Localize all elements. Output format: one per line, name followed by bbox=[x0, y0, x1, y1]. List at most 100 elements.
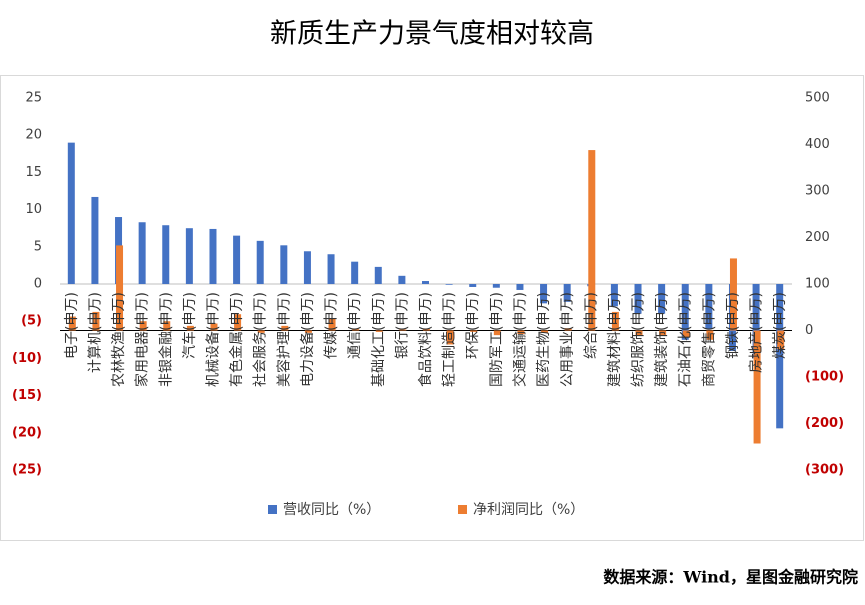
bar bbox=[163, 321, 171, 331]
y2-tick-label: 100 bbox=[805, 277, 830, 292]
y-tick-label: 0 bbox=[34, 277, 42, 292]
x-tick-label: 医药生物(申万) bbox=[536, 292, 552, 387]
chart-frame bbox=[0, 75, 864, 541]
bar bbox=[185, 228, 193, 284]
x-tick-label: 机械设备(申万) bbox=[204, 292, 221, 387]
legend-swatch bbox=[458, 505, 467, 514]
x-tick-label: 钢铁(申万) bbox=[725, 292, 741, 359]
x-tick-label: 电子(申万) bbox=[64, 292, 80, 359]
y-tick-label: 10 bbox=[25, 202, 42, 217]
bar bbox=[398, 275, 406, 284]
y-tick-label: (10) bbox=[12, 351, 42, 366]
bar bbox=[541, 330, 549, 333]
bar bbox=[257, 330, 265, 333]
x-tick-label: 农林牧渔(申万) bbox=[111, 292, 127, 387]
bar bbox=[68, 316, 76, 331]
x-tick-label: 银行(申万) bbox=[394, 292, 410, 359]
bar bbox=[352, 329, 360, 331]
bar bbox=[492, 284, 500, 288]
x-tick-label: 汽车(申万) bbox=[181, 292, 198, 359]
bar bbox=[92, 311, 100, 331]
y2-tick-label: (100) bbox=[805, 370, 844, 385]
bar bbox=[186, 325, 194, 331]
y-tick-label: 20 bbox=[25, 128, 42, 143]
bar bbox=[445, 284, 453, 285]
x-tick-label: 美容护理(申万) bbox=[275, 292, 292, 387]
bar bbox=[706, 330, 714, 340]
bar bbox=[540, 284, 548, 304]
x-tick-label: 非银金融(申万) bbox=[158, 292, 174, 387]
x-tick-label: 电力设备(申万) bbox=[299, 292, 316, 387]
bar bbox=[681, 284, 689, 340]
bar bbox=[588, 150, 596, 331]
bar bbox=[210, 323, 218, 331]
y-tick-label: (5) bbox=[21, 314, 42, 329]
x-tick-label: 基础化工(申万) bbox=[370, 292, 387, 387]
bar bbox=[256, 240, 264, 284]
bar bbox=[659, 330, 667, 336]
bar bbox=[422, 281, 429, 284]
bar bbox=[658, 284, 666, 314]
y-tick-label: 25 bbox=[25, 91, 42, 106]
bar bbox=[493, 330, 501, 336]
x-tick-label: 煤炭(申万) bbox=[772, 292, 788, 359]
x-tick-label: 建筑材料(申万) bbox=[607, 292, 623, 387]
y2-tick-label: 500 bbox=[805, 91, 830, 106]
bar bbox=[67, 142, 75, 284]
bar bbox=[446, 330, 454, 345]
bar bbox=[374, 266, 382, 284]
y2-tick-label: 0 bbox=[805, 323, 813, 338]
bar bbox=[304, 330, 312, 333]
bar bbox=[116, 245, 124, 331]
bar bbox=[469, 284, 477, 287]
bar bbox=[610, 284, 618, 307]
bar bbox=[91, 196, 99, 284]
bar bbox=[705, 284, 713, 329]
x-tick-label: 传媒(申万) bbox=[324, 292, 340, 359]
x-tick-label: 通信(申万) bbox=[347, 292, 363, 359]
bar bbox=[375, 330, 383, 332]
y-tick-label: (15) bbox=[12, 388, 42, 403]
bar bbox=[423, 329, 430, 331]
x-tick-label: 轻工制造(申万) bbox=[442, 292, 458, 387]
legend-swatch bbox=[268, 505, 277, 514]
bar bbox=[563, 284, 571, 302]
x-tick-label: 建筑装饰(申万) bbox=[654, 292, 670, 387]
bar bbox=[138, 222, 146, 284]
x-tick-label: 交通运输(申万) bbox=[511, 292, 528, 387]
bar bbox=[139, 321, 147, 331]
bar bbox=[635, 330, 643, 336]
x-tick-label: 环保(申万) bbox=[465, 292, 481, 359]
bar bbox=[729, 258, 737, 331]
x-tick-label: 计算机(申万) bbox=[87, 292, 103, 373]
legend-label: 营收同比（%） bbox=[283, 502, 380, 518]
bar bbox=[753, 330, 761, 444]
y2-tick-label: (300) bbox=[805, 463, 844, 478]
bar bbox=[328, 318, 336, 331]
y-tick-label: (25) bbox=[12, 463, 42, 478]
bar bbox=[162, 225, 170, 284]
x-tick-label: 石油石化(申万) bbox=[678, 292, 694, 387]
bar bbox=[777, 330, 785, 350]
x-tick-label: 商贸零售(申万) bbox=[701, 292, 717, 387]
legend-label: 净利润同比（%） bbox=[473, 502, 584, 518]
y2-tick-label: 400 bbox=[805, 137, 830, 152]
x-tick-label: 食品饮料(申万) bbox=[417, 292, 434, 387]
bar bbox=[516, 284, 524, 290]
x-tick-label: 国防军工(申万) bbox=[489, 292, 505, 387]
y2-tick-label: 300 bbox=[805, 184, 830, 199]
x-tick-label: 有色金属(申万) bbox=[228, 292, 245, 387]
x-tick-label: 综合(申万) bbox=[583, 292, 599, 359]
bar bbox=[327, 254, 335, 284]
bar bbox=[351, 261, 359, 284]
bar bbox=[682, 330, 690, 338]
y2-tick-label: 200 bbox=[805, 230, 830, 245]
bar bbox=[399, 329, 407, 331]
bar bbox=[776, 284, 784, 429]
bar bbox=[564, 328, 572, 331]
bar bbox=[280, 245, 288, 284]
bar bbox=[611, 311, 619, 331]
bar bbox=[634, 284, 642, 314]
y-tick-label: 15 bbox=[25, 165, 42, 180]
